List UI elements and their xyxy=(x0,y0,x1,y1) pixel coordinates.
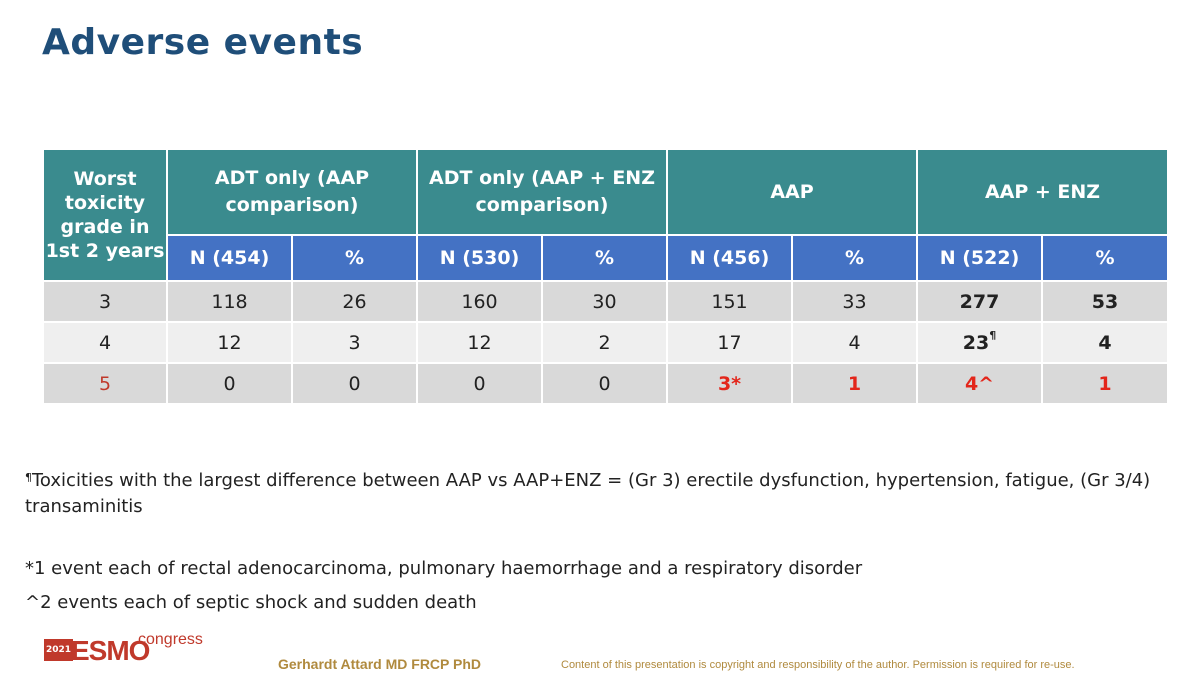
subheader-pct: % xyxy=(1041,234,1170,282)
table-cell: 0 xyxy=(540,362,669,405)
group-header-aap-enz: AAP + ENZ xyxy=(916,148,1170,236)
table-cell: 53 xyxy=(1041,280,1170,323)
table-cell: 3 xyxy=(291,321,418,364)
cell-value: 23 xyxy=(962,331,990,354)
table-row: 5 0 0 0 0 3* 1 4^ 1 xyxy=(42,362,1170,405)
subheader-n: N (454) xyxy=(166,234,293,282)
grade-cell: 5 xyxy=(42,362,168,405)
grade-cell: 4 xyxy=(42,321,168,364)
table-cell: 4 xyxy=(791,321,919,364)
table-cell: 151 xyxy=(666,280,794,323)
table-cell: 1 xyxy=(791,362,919,405)
adverse-events-table: Worst toxicity grade in 1st 2 years ADT … xyxy=(42,148,1170,405)
table-cell: 160 xyxy=(416,280,543,323)
footnote-asterisk: *1 event each of rectal adenocarcinoma, … xyxy=(25,558,863,579)
table-cell: 30 xyxy=(540,280,669,323)
table-cell: 2 xyxy=(540,321,669,364)
subheader-n: N (530) xyxy=(416,234,543,282)
corner-header: Worst toxicity grade in 1st 2 years xyxy=(42,148,168,282)
logo-text: ESMO xyxy=(71,635,150,666)
subheader-pct: % xyxy=(291,234,418,282)
table-cell: 26 xyxy=(291,280,418,323)
table-cell: 0 xyxy=(166,362,293,405)
table-cell: 0 xyxy=(291,362,418,405)
table-cell: 1 xyxy=(1041,362,1170,405)
grade-cell: 3 xyxy=(42,280,168,323)
logo-subtext: congress xyxy=(138,631,203,648)
table-cell: 23¶ xyxy=(916,321,1044,364)
table-cell: 277 xyxy=(916,280,1044,323)
logo-year: 2021 xyxy=(44,639,74,661)
table-cell: 3* xyxy=(666,362,794,405)
subheader-pct: % xyxy=(791,234,919,282)
table-row: 4 12 3 12 2 17 4 23¶ 4 xyxy=(42,321,1170,364)
group-header-aap: AAP xyxy=(666,148,919,236)
subheader-n: N (522) xyxy=(916,234,1044,282)
group-header-adt-aap-enz: ADT only (AAP + ENZ comparison) xyxy=(415,148,669,236)
table-cell: 4 xyxy=(1041,321,1170,364)
subheader-n: N (456) xyxy=(666,234,794,282)
table-row: 3 118 26 160 30 151 33 277 53 xyxy=(42,280,1170,323)
group-header-adt-aap: ADT only (AAP comparison) xyxy=(166,148,418,236)
slide-title: Adverse events xyxy=(42,22,364,63)
subheader-pct: % xyxy=(540,234,669,282)
table-cell: 4^ xyxy=(916,362,1044,405)
table-cell: 12 xyxy=(416,321,543,364)
table-cell: 12 xyxy=(166,321,293,364)
footnote-text: Toxicities with the largest difference b… xyxy=(25,470,1151,517)
footnote-mark: ¶ xyxy=(989,328,997,342)
copyright-notice: Content of this presentation is copyrigh… xyxy=(561,659,1075,671)
table-cell: 33 xyxy=(791,280,919,323)
author-name: Gerhardt Attard MD FRCP PhD xyxy=(278,656,482,672)
table-cell: 17 xyxy=(666,321,794,364)
footnote-caret: ^2 events each of septic shock and sudde… xyxy=(25,592,477,613)
footnote-pilcrow: ¶Toxicities with the largest difference … xyxy=(25,468,1165,520)
table-cell: 118 xyxy=(166,280,293,323)
table-cell: 0 xyxy=(416,362,543,405)
esmo-logo: 2021 ESMO congress xyxy=(44,631,214,667)
footnote-mark: ¶ xyxy=(25,471,32,484)
